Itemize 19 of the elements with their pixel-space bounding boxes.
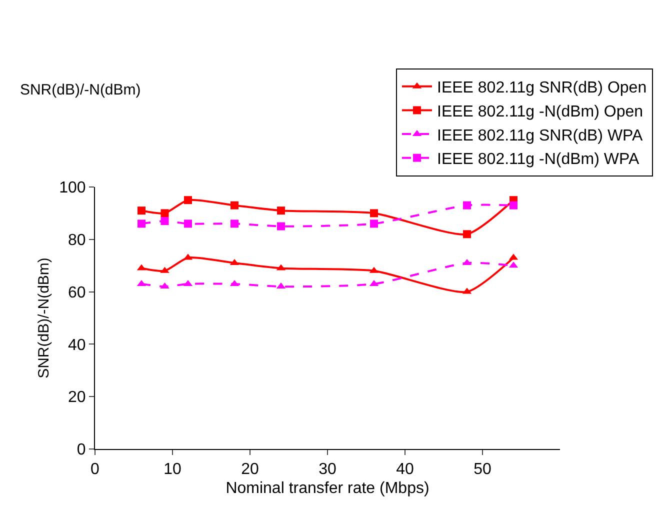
y-tick-label: 20 bbox=[68, 389, 86, 406]
legend-label: IEEE 802.11g SNR(dB) WPA bbox=[437, 127, 644, 144]
y-tick-label: 40 bbox=[68, 336, 86, 354]
y-tick-label: 100 bbox=[59, 180, 86, 197]
x-tick-label: 20 bbox=[241, 461, 259, 478]
y-axis-title: SNR(dB)/-N(dBm) bbox=[35, 258, 52, 378]
x-tick-label: 10 bbox=[164, 461, 182, 478]
x-tick-label: 30 bbox=[318, 461, 336, 478]
x-tick-label: 50 bbox=[474, 461, 492, 478]
y-tick-label: 80 bbox=[68, 232, 86, 249]
legend-label: IEEE 802.11g -N(dBm) Open bbox=[437, 103, 644, 120]
x-axis-title: Nominal transfer rate (Mbps) bbox=[226, 480, 430, 497]
legend-label: IEEE 802.11g SNR(dB) Open bbox=[437, 80, 647, 97]
legend-label: IEEE 802.11g -N(dBm) WPA bbox=[437, 151, 640, 168]
y-tick-label: 60 bbox=[68, 284, 86, 302]
x-tick-label: 40 bbox=[396, 461, 414, 478]
x-tick-label: 0 bbox=[90, 461, 100, 478]
y-tick-label: 0 bbox=[76, 442, 86, 459]
chart-title: SNR(dB)/-N(dBm) bbox=[20, 82, 141, 98]
